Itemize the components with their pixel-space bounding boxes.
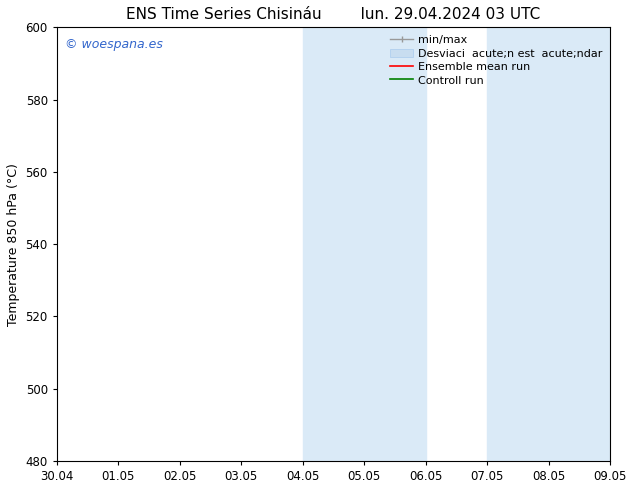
Bar (303, 27, 426, 461)
Title: ENS Time Series Chisináu        lun. 29.04.2024 03 UTC: ENS Time Series Chisináu lun. 29.04.2024… (126, 7, 541, 22)
Y-axis label: Temperature 850 hPa (°C): Temperature 850 hPa (°C) (7, 163, 20, 325)
Bar (488, 27, 611, 461)
Text: © woespana.es: © woespana.es (65, 38, 163, 51)
Legend: min/max, Desviaci  acute;n est  acute;ndar, Ensemble mean run, Controll run: min/max, Desviaci acute;n est acute;ndar… (386, 30, 607, 90)
